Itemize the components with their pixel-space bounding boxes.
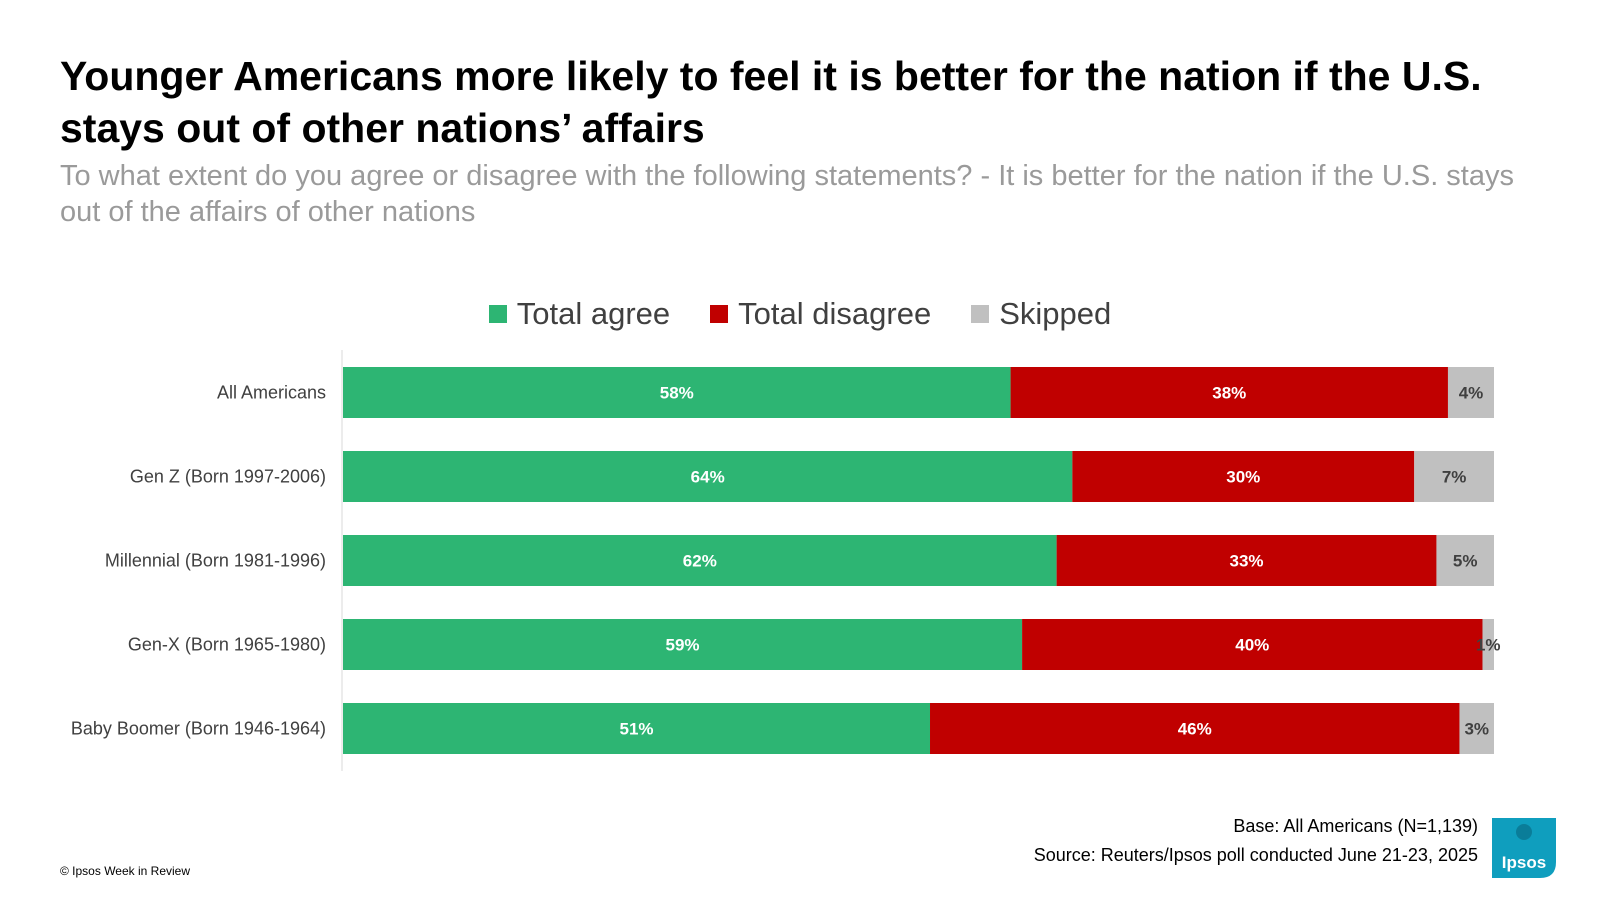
category-label: Gen Z (Born 1997-2006) [130,467,326,487]
legend-swatch-disagree [710,305,729,323]
copyright: © Ipsos Week in Review [60,864,191,878]
data-label-disagree: 40% [1235,636,1269,655]
data-label-disagree: 38% [1212,384,1246,403]
bar-skipped [1436,535,1494,586]
bar-disagree [1010,367,1448,418]
data-label-skipped: 5% [1453,552,1478,571]
category-label: Millennial (Born 1981-1996) [105,551,326,571]
data-label-agree: 62% [683,552,717,571]
bar-agree [343,451,1073,502]
legend-item-agree: Total agree [488,296,671,332]
bar-agree [343,535,1057,586]
stacked-bar-chart: All Americans 58% 38% 4% Gen Z (Born 1997-20… [71,350,1501,771]
category-label: Baby Boomer (Born 1946-1964) [71,719,326,739]
legend-swatch-skipped [971,305,990,323]
legend-item-disagree: Total disagree [710,296,931,332]
data-label-disagree: 30% [1226,468,1260,487]
logo-text: Ipsos [1502,853,1546,872]
footer-source: Source: Reuters/Ipsos poll conducted Jun… [1033,845,1478,865]
legend-label-disagree: Total disagree [738,296,932,331]
data-label-skipped: 3% [1464,720,1489,739]
category-label: Gen-X (Born 1965-1980) [128,635,326,655]
bar-agree [343,367,1011,418]
data-label-agree: 59% [666,636,700,655]
legend-item-skipped: Skipped [971,296,1111,332]
bar-skipped [1414,451,1494,502]
legend: Total agree Total disagree Skipped [0,296,1600,332]
data-label-skipped: 4% [1459,384,1484,403]
legend-label-skipped: Skipped [999,296,1112,331]
bar-disagree [1072,451,1415,502]
category-label: All Americans [217,383,326,403]
bar-disagree [1022,619,1483,670]
data-label-skipped: 7% [1442,468,1467,487]
bar-skipped [1459,703,1494,754]
data-label-agree: 58% [660,384,694,403]
legend-swatch-agree [488,305,507,323]
chart-subtitle: To what extent do you agree or disagree … [60,160,1514,228]
bar-skipped [1447,367,1494,418]
data-label-disagree: 33% [1230,552,1264,571]
chart-title: Younger Americans more likely to feel it… [60,53,1482,151]
bar-agree [343,619,1023,670]
legend-label-agree: Total agree [516,296,671,331]
data-label-disagree: 46% [1178,720,1212,739]
data-label-agree: 64% [691,468,725,487]
data-label-agree: 51% [619,720,653,739]
bar-disagree [930,703,1460,754]
bar-disagree [1056,535,1437,586]
footer-base: Base: All Americans (N=1,139) [1233,816,1478,836]
bar-skipped [1482,619,1494,670]
bar-agree [343,703,931,754]
data-label-skipped: 1% [1476,636,1501,655]
ipsos-logo: Ipsos [1492,818,1556,878]
